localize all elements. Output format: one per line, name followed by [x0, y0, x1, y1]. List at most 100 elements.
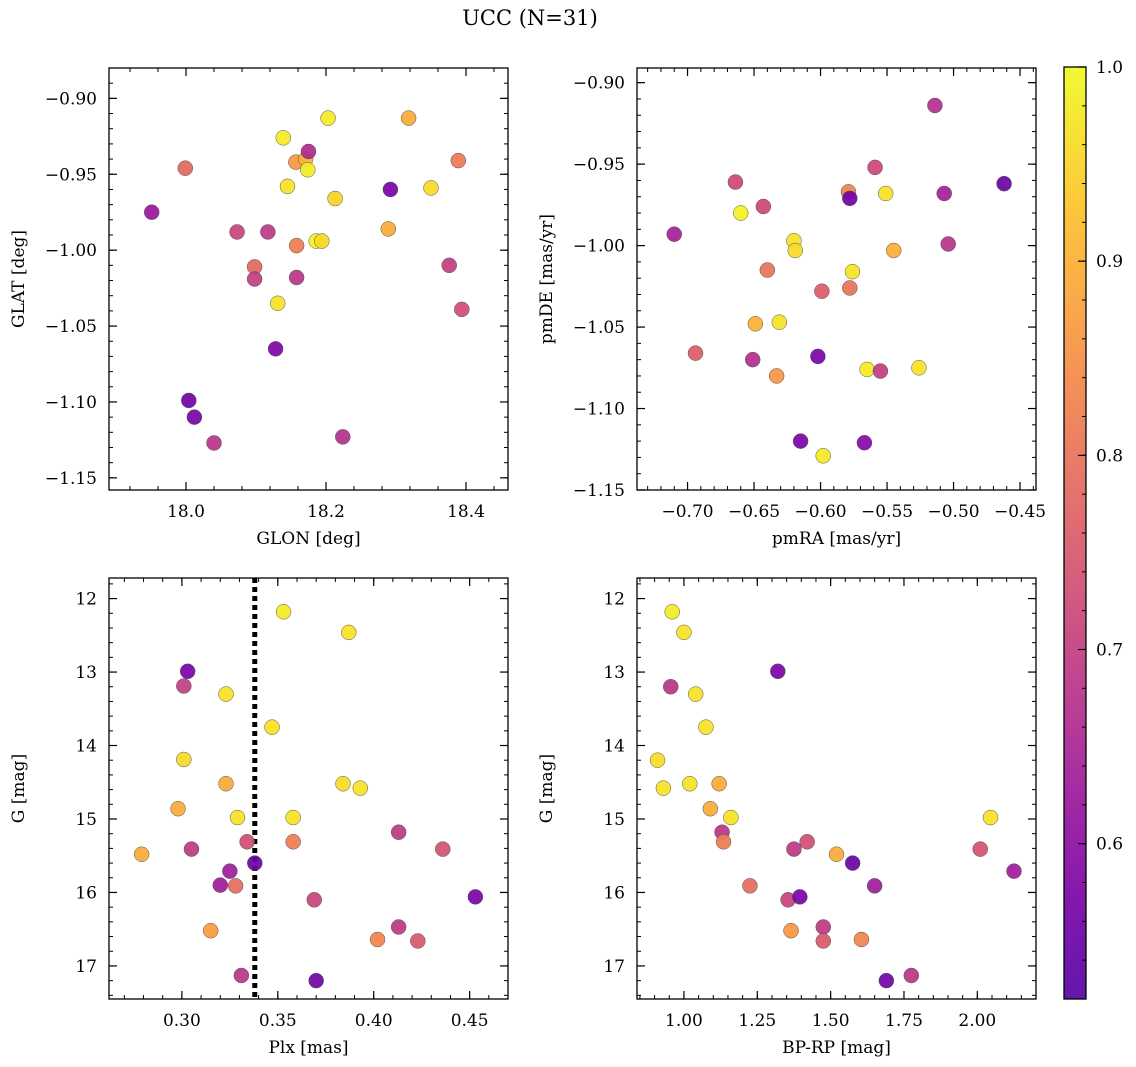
data-point	[246, 271, 263, 287]
y-tick-label: 17	[603, 957, 625, 977]
y-tick-label: −1.10	[573, 400, 625, 420]
colorbar-tick-label: 0.6	[1096, 835, 1123, 855]
data-point	[815, 933, 832, 949]
data-point	[814, 283, 830, 299]
data-point	[786, 841, 802, 857]
x-tick-label: −0.55	[861, 502, 913, 522]
data-point	[698, 719, 714, 735]
data-point	[260, 224, 276, 240]
data-point	[176, 751, 192, 768]
data-point	[866, 878, 883, 894]
y-tick-label: 14	[75, 737, 97, 757]
x-tick-label: 2.00	[958, 1011, 996, 1031]
colorbar-tick-label: 0.7	[1096, 641, 1123, 661]
data-point	[655, 780, 672, 796]
x-tick-label: 0.45	[451, 1011, 489, 1031]
data-point	[222, 863, 238, 879]
data-point	[982, 809, 999, 826]
x-axis-label: GLON [deg]	[256, 529, 360, 549]
data-point	[269, 295, 286, 312]
data-point	[327, 190, 343, 207]
data-point	[239, 834, 255, 850]
data-point	[133, 846, 150, 863]
x-tick-label: −0.60	[794, 502, 846, 522]
data-point	[687, 686, 704, 702]
data-point	[300, 143, 317, 160]
data-point	[308, 972, 324, 989]
x-tick-label: −0.65	[728, 502, 780, 522]
data-point	[768, 368, 785, 384]
data-point	[936, 185, 952, 202]
data-point	[183, 841, 200, 857]
y-tick-label: −1.00	[45, 241, 97, 261]
data-point	[177, 160, 194, 176]
axes-frame	[108, 67, 509, 491]
data-point	[314, 233, 330, 249]
x-axis-label: pmRA [mas/yr]	[772, 529, 901, 549]
data-point	[828, 846, 845, 863]
data-point	[229, 809, 246, 826]
data-point	[927, 97, 943, 114]
points-pmra-pmde	[666, 97, 1012, 464]
data-point	[247, 855, 263, 871]
data-point	[306, 892, 323, 908]
x-tick-label: 1.00	[665, 1011, 703, 1031]
data-point	[842, 190, 858, 207]
data-point	[872, 363, 889, 379]
panel-pmra-pmde: −0.70 −0.65 −0.60 −0.55 −0.50 −0.45 −0.90 −0.95…	[537, 67, 1046, 549]
data-point	[903, 967, 920, 984]
data-point	[233, 967, 250, 984]
x-tick-label: 0.40	[355, 1011, 393, 1031]
data-point	[275, 604, 292, 620]
data-point	[877, 185, 894, 202]
data-point	[844, 855, 861, 871]
data-point	[390, 824, 407, 840]
data-point	[454, 301, 470, 318]
figure-title: UCC (N=31)	[462, 6, 598, 30]
data-point	[288, 237, 305, 254]
y-tick-label: 15	[603, 810, 625, 830]
data-point	[369, 931, 386, 948]
x-tick-label: 18.2	[307, 502, 345, 522]
panel-bprp-g: 1.00 1.25 1.50 1.75 2.00 12 13 14 15 16 17 BP-RP [m…	[537, 577, 1037, 1058]
points-glon-glat	[143, 110, 470, 451]
data-point	[218, 775, 234, 792]
data-point	[176, 678, 192, 694]
data-point	[792, 433, 809, 449]
data-point	[844, 263, 861, 280]
data-point	[410, 933, 426, 949]
data-point	[742, 878, 758, 894]
y-axis-label: GLAT [deg]	[9, 230, 29, 328]
data-point	[320, 110, 336, 126]
points-plx-g	[133, 578, 484, 999]
data-point	[996, 175, 1012, 192]
data-point	[676, 624, 692, 641]
data-point	[682, 775, 698, 792]
data-point	[666, 226, 682, 242]
data-point	[723, 809, 739, 826]
x-axis-label: Plx [mas]	[268, 1038, 348, 1058]
data-point	[267, 341, 284, 357]
data-point	[815, 448, 831, 464]
y-axis-label: G [mag]	[537, 754, 557, 823]
y-tick-label: −1.10	[45, 393, 97, 413]
data-point	[352, 780, 369, 796]
colorbar: 0.6 0.7 0.8 0.9 1.0	[1063, 58, 1123, 1000]
data-point	[341, 624, 357, 641]
y-tick-label: −0.90	[45, 89, 97, 109]
panel-plx-g: 0.30 0.35 0.40 0.45 12 13 14 15 16 17 Plx [mas] G […	[9, 577, 509, 1058]
x-tick-label: −0.50	[927, 502, 979, 522]
x-axis-label: BP-RP [mag]	[782, 1038, 891, 1058]
data-point	[380, 221, 397, 237]
data-point	[218, 686, 234, 702]
data-point	[435, 841, 451, 857]
data-point	[170, 800, 186, 817]
y-tick-label: −0.95	[573, 155, 625, 175]
colorbar-tick-label: 1.0	[1096, 58, 1123, 78]
data-point	[202, 922, 219, 939]
colorbar-tick-label: 0.8	[1096, 446, 1123, 466]
data-point	[867, 159, 883, 176]
data-point	[885, 242, 902, 259]
x-tick-label: 0.30	[163, 1011, 201, 1031]
